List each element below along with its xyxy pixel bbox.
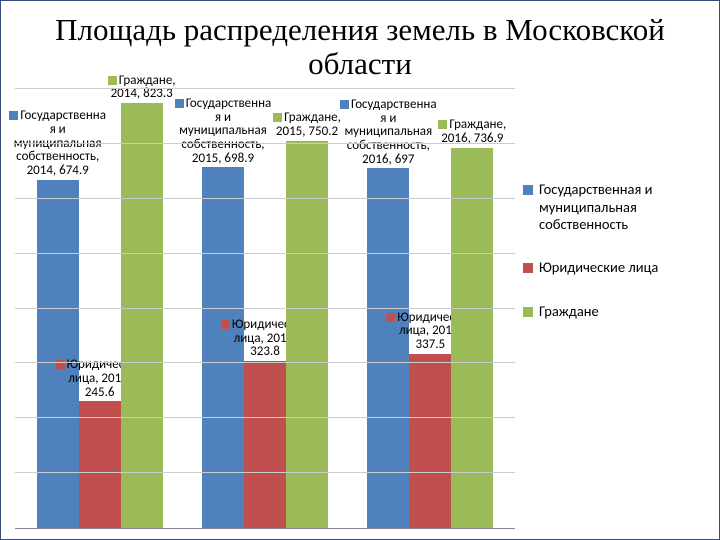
bar: Государственная имуниципальнаясобственно… xyxy=(37,180,79,528)
bar-group: Государственная имуниципальнаясобственно… xyxy=(37,89,163,528)
gridline xyxy=(15,308,515,309)
gridline xyxy=(15,198,515,199)
legend-label: Юридические лица xyxy=(539,259,658,276)
bar: Юридическиелица, 2016,337.5 xyxy=(409,354,451,528)
gridline xyxy=(15,253,515,254)
label-swatch-icon xyxy=(340,100,349,109)
bar: Юридическиелица, 2015,323.8 xyxy=(244,361,286,528)
bar-group: Государственная имуниципальнаясобственно… xyxy=(202,89,328,528)
data-label: Граждане,2016, 736.9 xyxy=(407,118,537,145)
bar: Граждане,2014, 823.3 xyxy=(121,103,163,528)
bar: Юридическиелица, 2014,245.6 xyxy=(79,401,121,528)
label-swatch-icon xyxy=(221,320,230,329)
legend-label: Граждане xyxy=(539,303,599,320)
bar: Граждане,2016, 736.9 xyxy=(451,148,493,528)
plot-area: Государственная имуниципальнаясобственно… xyxy=(15,89,515,529)
label-swatch-icon xyxy=(438,120,447,129)
gridline xyxy=(15,417,515,418)
slide-frame: Площадь распределения земель в Московско… xyxy=(0,0,720,540)
legend-item-gov: Государственная и муниципальная собствен… xyxy=(523,181,703,233)
label-swatch-icon xyxy=(175,99,184,108)
label-swatch-icon xyxy=(386,313,395,322)
bar-group: Государственная имуниципальнаясобственно… xyxy=(367,89,493,528)
chart-area: Государственная имуниципальнаясобственно… xyxy=(15,89,705,529)
legend-swatch-icon xyxy=(523,263,533,273)
gridline xyxy=(15,472,515,473)
legend-swatch-icon xyxy=(523,307,533,317)
legend-label: Государственная и муниципальная собствен… xyxy=(539,181,703,233)
legend: Государственная и муниципальная собствен… xyxy=(521,175,705,529)
gridline xyxy=(15,88,515,89)
legend-item-legal: Юридические лица xyxy=(523,259,703,276)
chart-title: Площадь распределения земель в Московско… xyxy=(15,13,705,81)
legend-item-citizens: Граждане xyxy=(523,303,703,320)
label-swatch-icon xyxy=(108,76,117,85)
gridline xyxy=(15,362,515,363)
legend-swatch-icon xyxy=(523,185,533,195)
label-swatch-icon xyxy=(273,113,282,122)
bar-groups: Государственная имуниципальнаясобственно… xyxy=(15,89,515,528)
gridline xyxy=(15,143,515,144)
label-swatch-icon xyxy=(9,111,18,120)
